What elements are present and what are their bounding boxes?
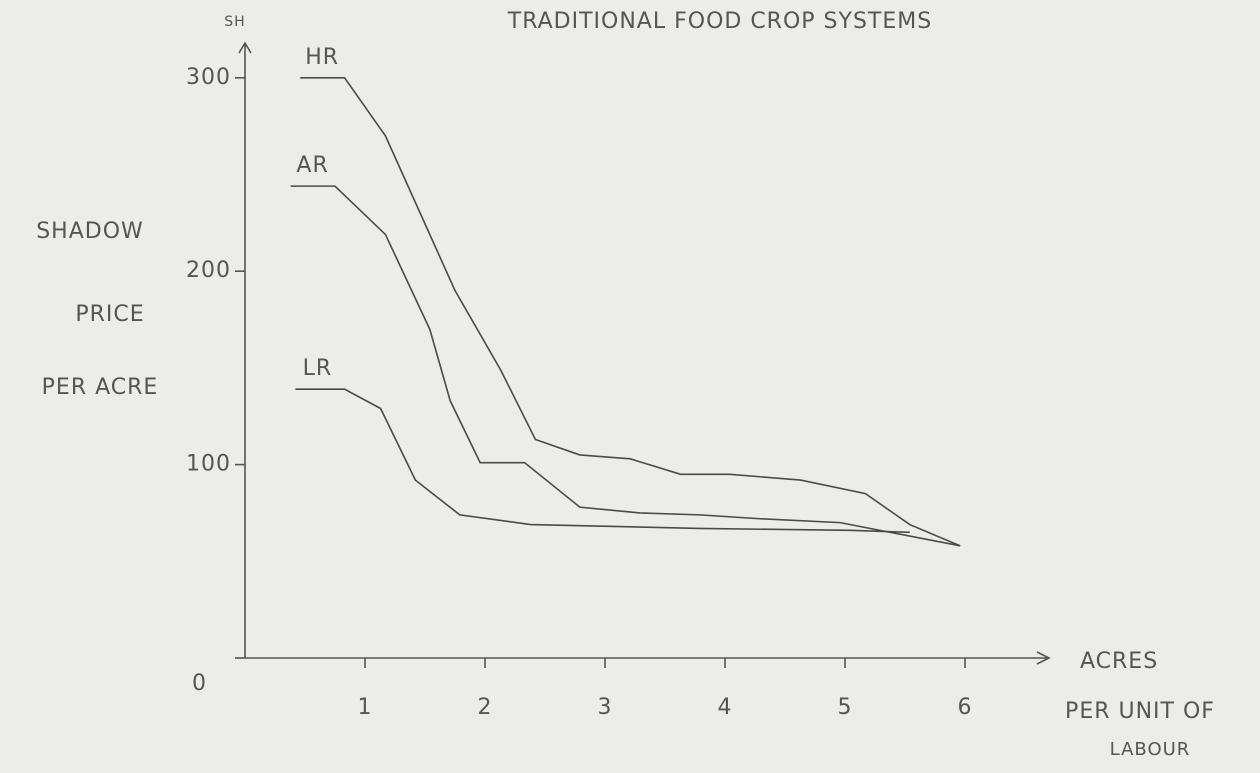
y-axis [238, 41, 252, 658]
x-tick-label: 3 [598, 695, 613, 720]
y-tick-label: 300 [186, 65, 231, 90]
series-label: HR [305, 45, 339, 70]
x-tick-label: 4 [718, 695, 733, 720]
series-label: LR [303, 356, 333, 381]
y-unit: SH [224, 14, 245, 30]
y-axis-label: SHADOW [36, 219, 144, 244]
x-axis [245, 651, 1051, 665]
series-label: AR [296, 153, 328, 178]
series-line [295, 388, 910, 534]
y-tick-label: 100 [186, 452, 231, 477]
chart-title: TRADITIONAL FOOD CROP SYSTEMS [507, 9, 932, 34]
y-axis-label: PRICE [75, 302, 144, 327]
y-tick-label: 200 [186, 258, 231, 283]
series-line [300, 77, 961, 547]
x-axis-label: LABOUR [1110, 739, 1191, 760]
y-tick-label: 0 [192, 671, 207, 696]
series-line [290, 185, 961, 547]
x-axis-label: ACRES [1080, 649, 1158, 674]
x-tick-label: 1 [358, 695, 373, 720]
y-axis-label: PER ACRE [42, 375, 159, 400]
x-tick-label: 5 [838, 695, 853, 720]
x-axis-label: PER UNIT OF [1065, 699, 1215, 724]
x-tick-label: 2 [478, 695, 493, 720]
x-tick-label: 6 [958, 695, 973, 720]
